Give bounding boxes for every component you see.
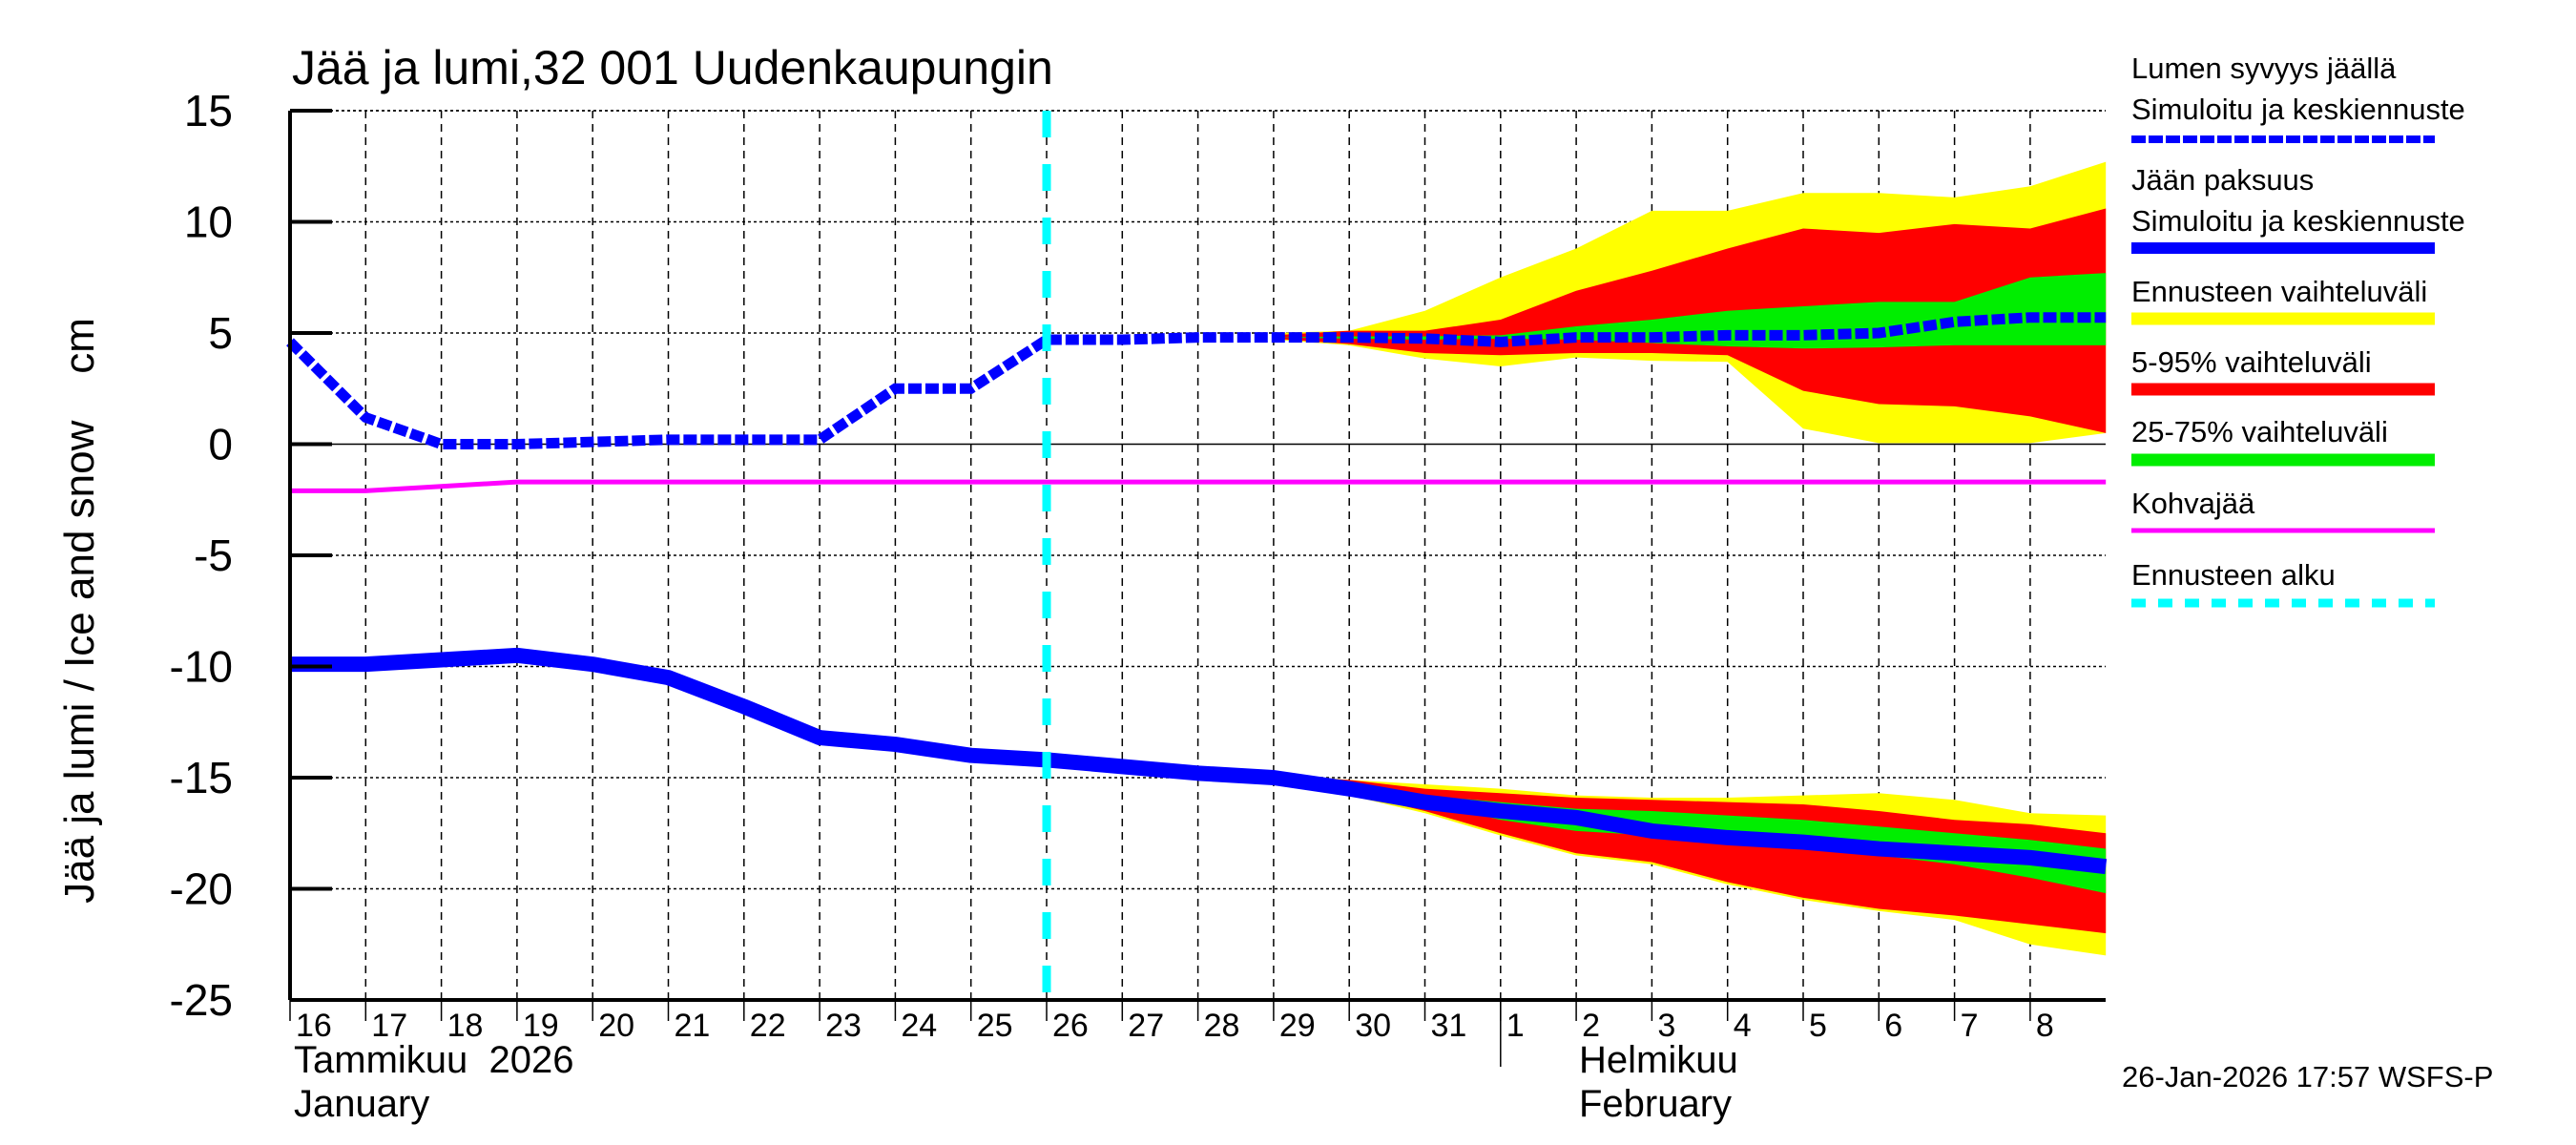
x-tick-label: 5 <box>1809 1008 1827 1044</box>
y-axis-title: Jää ja lumi / Ice and snow cm <box>56 318 103 904</box>
legend-item: Lumen syvyys jäällä Simuloitu ja keskienn… <box>2131 52 2465 143</box>
legend-label: Jään paksuus <box>2131 163 2314 197</box>
x-tick-label: 25 <box>977 1008 1013 1044</box>
x-tick-label: 20 <box>598 1008 634 1044</box>
y-tick-labels: 15 10 5 0 -5 -10 -15 -20 -25 <box>170 86 233 1025</box>
y-tick-label: 15 <box>184 86 233 135</box>
legend-sublabel: Simuloitu ja keskiennuste <box>2131 93 2465 126</box>
legend-item: 25-75% vaihteluväli <box>2131 415 2435 467</box>
legend-item: Kohvajää <box>2131 487 2435 533</box>
x-tick-label: 1 <box>1506 1008 1525 1044</box>
y-tick-label: -15 <box>170 753 233 802</box>
x-tick-label: 28 <box>1204 1008 1240 1044</box>
month-label-feb-en: February <box>1579 1083 1732 1125</box>
x-tick-label: 2 <box>1582 1008 1600 1044</box>
y-tick-label: -20 <box>170 864 233 914</box>
legend-item: Ennusteen alku <box>2131 558 2435 608</box>
x-tick-label: 8 <box>2036 1008 2054 1044</box>
y-tick-label: -25 <box>170 975 233 1025</box>
y-tick-label: -5 <box>194 531 233 580</box>
x-tick-label: 18 <box>447 1008 484 1044</box>
legend-label: Lumen syvyys jäällä <box>2131 52 2397 85</box>
legend-label: Kohvajää <box>2131 487 2255 520</box>
legend-item: Jään paksuus Simuloitu ja keskiennuste <box>2131 163 2465 254</box>
kohvajaa-line <box>290 479 2107 493</box>
x-tick-label: 22 <box>750 1008 786 1044</box>
x-tick-label: 17 <box>371 1008 407 1044</box>
y-tick-label: -10 <box>170 642 233 692</box>
ice-thickness-line <box>290 647 2108 875</box>
axes <box>288 109 2106 1067</box>
x-tick-label: 24 <box>901 1008 937 1044</box>
y-tick-label: 10 <box>184 198 233 247</box>
legend-item: 5-95% vaihteluväli <box>2131 345 2435 396</box>
x-tick-label: 6 <box>1884 1008 1902 1044</box>
x-tick-label: 27 <box>1128 1008 1164 1044</box>
x-tick-label: 4 <box>1734 1008 1752 1044</box>
x-tick-label: 19 <box>523 1008 559 1044</box>
legend-sublabel: Simuloitu ja keskiennuste <box>2131 204 2465 238</box>
x-tick-label: 26 <box>1052 1008 1089 1044</box>
snow-depth-line <box>286 312 2107 449</box>
data-lines <box>286 111 2108 1000</box>
chart-title: Jää ja lumi,32 001 Uudenkaupungin <box>292 41 1053 94</box>
x-tick-label: 3 <box>1657 1008 1675 1044</box>
y-tick-label: 5 <box>208 308 233 358</box>
legend-label: Ennusteen vaihteluväli <box>2131 275 2427 308</box>
legend: Lumen syvyys jäällä Simuloitu ja keskienn… <box>2131 52 2465 608</box>
legend-label: 5-95% vaihteluväli <box>2131 345 2372 379</box>
legend-label: Ennusteen alku <box>2131 558 2336 592</box>
timestamp: 26-Jan-2026 17:57 WSFS-P <box>2122 1060 2493 1093</box>
x-tick-label: 16 <box>296 1008 332 1044</box>
month-label-jan-fi: Tammikuu 2026 <box>294 1039 573 1081</box>
x-tick-label: 31 <box>1431 1008 1467 1044</box>
x-tick-label: 23 <box>825 1008 862 1044</box>
month-label-jan-en: January <box>294 1083 429 1125</box>
legend-label: 25-75% vaihteluväli <box>2131 415 2388 448</box>
x-tick-labels: 16 17 18 19 20 21 22 23 24 25 26 27 28 29 30 31 1 2 3 4 5 6 7 8 <box>296 1008 2054 1044</box>
month-label-feb-fi: Helmikuu <box>1579 1039 1738 1081</box>
legend-item: Ennusteen vaihteluväli <box>2131 275 2435 325</box>
y-tick-label: 0 <box>208 420 233 469</box>
x-tick-label: 30 <box>1355 1008 1391 1044</box>
x-tick-label: 7 <box>1961 1008 1979 1044</box>
x-tick-label: 29 <box>1279 1008 1316 1044</box>
x-tick-label: 21 <box>675 1008 711 1044</box>
